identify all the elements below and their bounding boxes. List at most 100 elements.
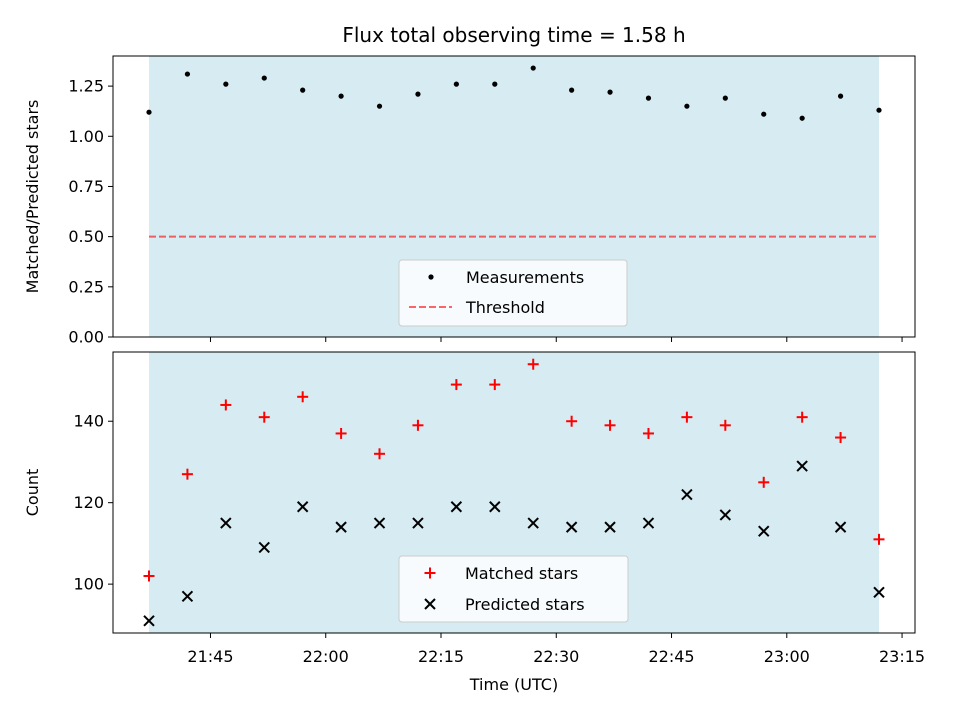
bottom-panel: 100 120 140 21:45 22:00 22:15 22:30 22:45 23:00… bbox=[23, 351, 925, 694]
measurement-point bbox=[761, 111, 767, 117]
matched-star-point bbox=[297, 391, 309, 403]
predicted-star-point bbox=[642, 517, 655, 529]
predicted-star-point bbox=[181, 590, 194, 603]
legend-matched-marker bbox=[424, 567, 436, 579]
legend-threshold-label: Threshold bbox=[465, 298, 545, 317]
matched-star-point bbox=[642, 427, 654, 439]
predicted-star-point bbox=[258, 541, 270, 554]
measurement-point bbox=[146, 109, 152, 115]
predicted-star-point bbox=[220, 517, 232, 529]
top-y-tick-label: 0.50 bbox=[68, 227, 104, 246]
matched-star-point bbox=[719, 419, 731, 431]
predicted-star-point bbox=[143, 615, 155, 627]
top-y-tick-label: 0.75 bbox=[68, 177, 104, 196]
top-y-ticks: 0.00 0.25 0.50 0.75 1.00 1.25 bbox=[68, 77, 113, 347]
matched-star-point bbox=[873, 533, 885, 545]
predicted-star-point bbox=[527, 517, 539, 529]
bottom-axes-frame bbox=[112, 351, 916, 634]
x-tick-label: 23:15 bbox=[879, 647, 925, 666]
x-axis-label: Time (UTC) bbox=[469, 675, 558, 694]
measurement-point bbox=[492, 81, 498, 87]
legend-measurements-label: Measurements bbox=[466, 268, 584, 287]
measurement-point bbox=[876, 107, 882, 113]
matched-star-point bbox=[758, 476, 770, 488]
matched-star-point bbox=[450, 379, 462, 391]
x-tick-label: 22:30 bbox=[533, 647, 579, 666]
x-tick-label: 22:00 bbox=[303, 647, 349, 666]
bottom-y-tick-label: 140 bbox=[73, 412, 104, 431]
matched-star-point bbox=[604, 419, 616, 431]
legend-matched-label: Matched stars bbox=[465, 564, 578, 583]
matched-star-point bbox=[220, 399, 232, 411]
measurement-point bbox=[338, 93, 344, 99]
matched-star-point bbox=[143, 570, 155, 582]
bottom-y-tick-label: 100 bbox=[73, 575, 104, 594]
predicted-star-point bbox=[489, 501, 501, 513]
matched-star-point bbox=[527, 358, 539, 370]
legend-predicted-label: Predicted stars bbox=[465, 595, 585, 614]
count-points bbox=[143, 358, 885, 627]
top-y-axis-label: Matched/Predicted stars bbox=[23, 100, 42, 294]
measurement-point bbox=[300, 87, 306, 93]
matched-star-point bbox=[489, 379, 501, 391]
predicted-star-point bbox=[719, 509, 732, 521]
matched-star-point bbox=[258, 411, 270, 423]
top-y-tick-label: 1.25 bbox=[68, 77, 104, 96]
x-tick-label: 21:45 bbox=[187, 647, 233, 666]
measurement-point bbox=[799, 115, 805, 121]
matched-star-point bbox=[796, 411, 808, 423]
predicted-star-point bbox=[296, 501, 309, 513]
top-panel: 0.00 0.25 0.50 0.75 1.00 1.25 Matched/Predict… bbox=[23, 55, 916, 347]
measurement-points bbox=[146, 65, 882, 121]
measurement-point bbox=[453, 81, 459, 87]
matched-star-point bbox=[335, 427, 347, 439]
measurement-point bbox=[684, 103, 690, 109]
bottom-y-axis-label: Count bbox=[23, 469, 42, 517]
measurement-point bbox=[184, 71, 191, 77]
measurement-point bbox=[261, 75, 267, 81]
predicted-star-point bbox=[565, 521, 578, 533]
predicted-star-point bbox=[796, 460, 808, 472]
x-tick-label: 22:45 bbox=[648, 647, 694, 666]
x-tick-label: 22:15 bbox=[418, 647, 464, 666]
measurement-point bbox=[223, 81, 229, 87]
bottom-legend-box bbox=[398, 555, 629, 623]
predicted-star-point bbox=[412, 517, 424, 529]
top-axes-frame bbox=[112, 55, 916, 338]
predicted-star-point bbox=[373, 517, 386, 529]
matched-star-point bbox=[566, 415, 578, 427]
measurement-point bbox=[722, 95, 728, 101]
measurement-point bbox=[569, 87, 575, 93]
bottom-x-ticks: 21:45 22:00 22:15 22:30 22:45 23:00 23:15 bbox=[187, 633, 925, 666]
legend-measurements-marker bbox=[428, 274, 434, 280]
measurement-point bbox=[837, 93, 844, 99]
matched-star-point bbox=[835, 432, 847, 444]
matched-star-point bbox=[181, 468, 193, 480]
legend-predicted-glyph bbox=[424, 598, 436, 610]
bottom-y-ticks: 100 120 140 bbox=[73, 412, 113, 594]
predicted-star-point bbox=[758, 525, 770, 537]
predicted-star-point bbox=[681, 488, 693, 501]
measurement-point bbox=[607, 89, 613, 95]
measurement-point bbox=[530, 65, 536, 71]
top-y-tick-label: 0.25 bbox=[68, 277, 104, 296]
bottom-legend: Matched stars Predicted stars bbox=[398, 555, 629, 623]
bottom-y-tick-label: 120 bbox=[73, 493, 104, 512]
matched-star-point bbox=[681, 411, 693, 423]
x-tick-label: 23:00 bbox=[764, 647, 810, 666]
predicted-star-point bbox=[873, 586, 885, 598]
predicted-star-point bbox=[834, 521, 847, 533]
top-legend: Measurements Threshold bbox=[398, 259, 628, 327]
measurement-point bbox=[415, 91, 421, 97]
predicted-star-point bbox=[335, 521, 347, 533]
top-legend-box bbox=[398, 259, 628, 327]
predicted-star-point bbox=[604, 521, 616, 533]
matched-star-point bbox=[374, 448, 386, 460]
top-y-tick-label: 1.00 bbox=[68, 127, 104, 146]
legend-predicted-marker bbox=[424, 598, 436, 610]
chart-title: Flux total observing time = 1.58 h bbox=[342, 23, 685, 47]
measurement-point bbox=[645, 95, 652, 101]
matched-star-point bbox=[412, 419, 424, 431]
top-x-ticks bbox=[209, 337, 903, 342]
